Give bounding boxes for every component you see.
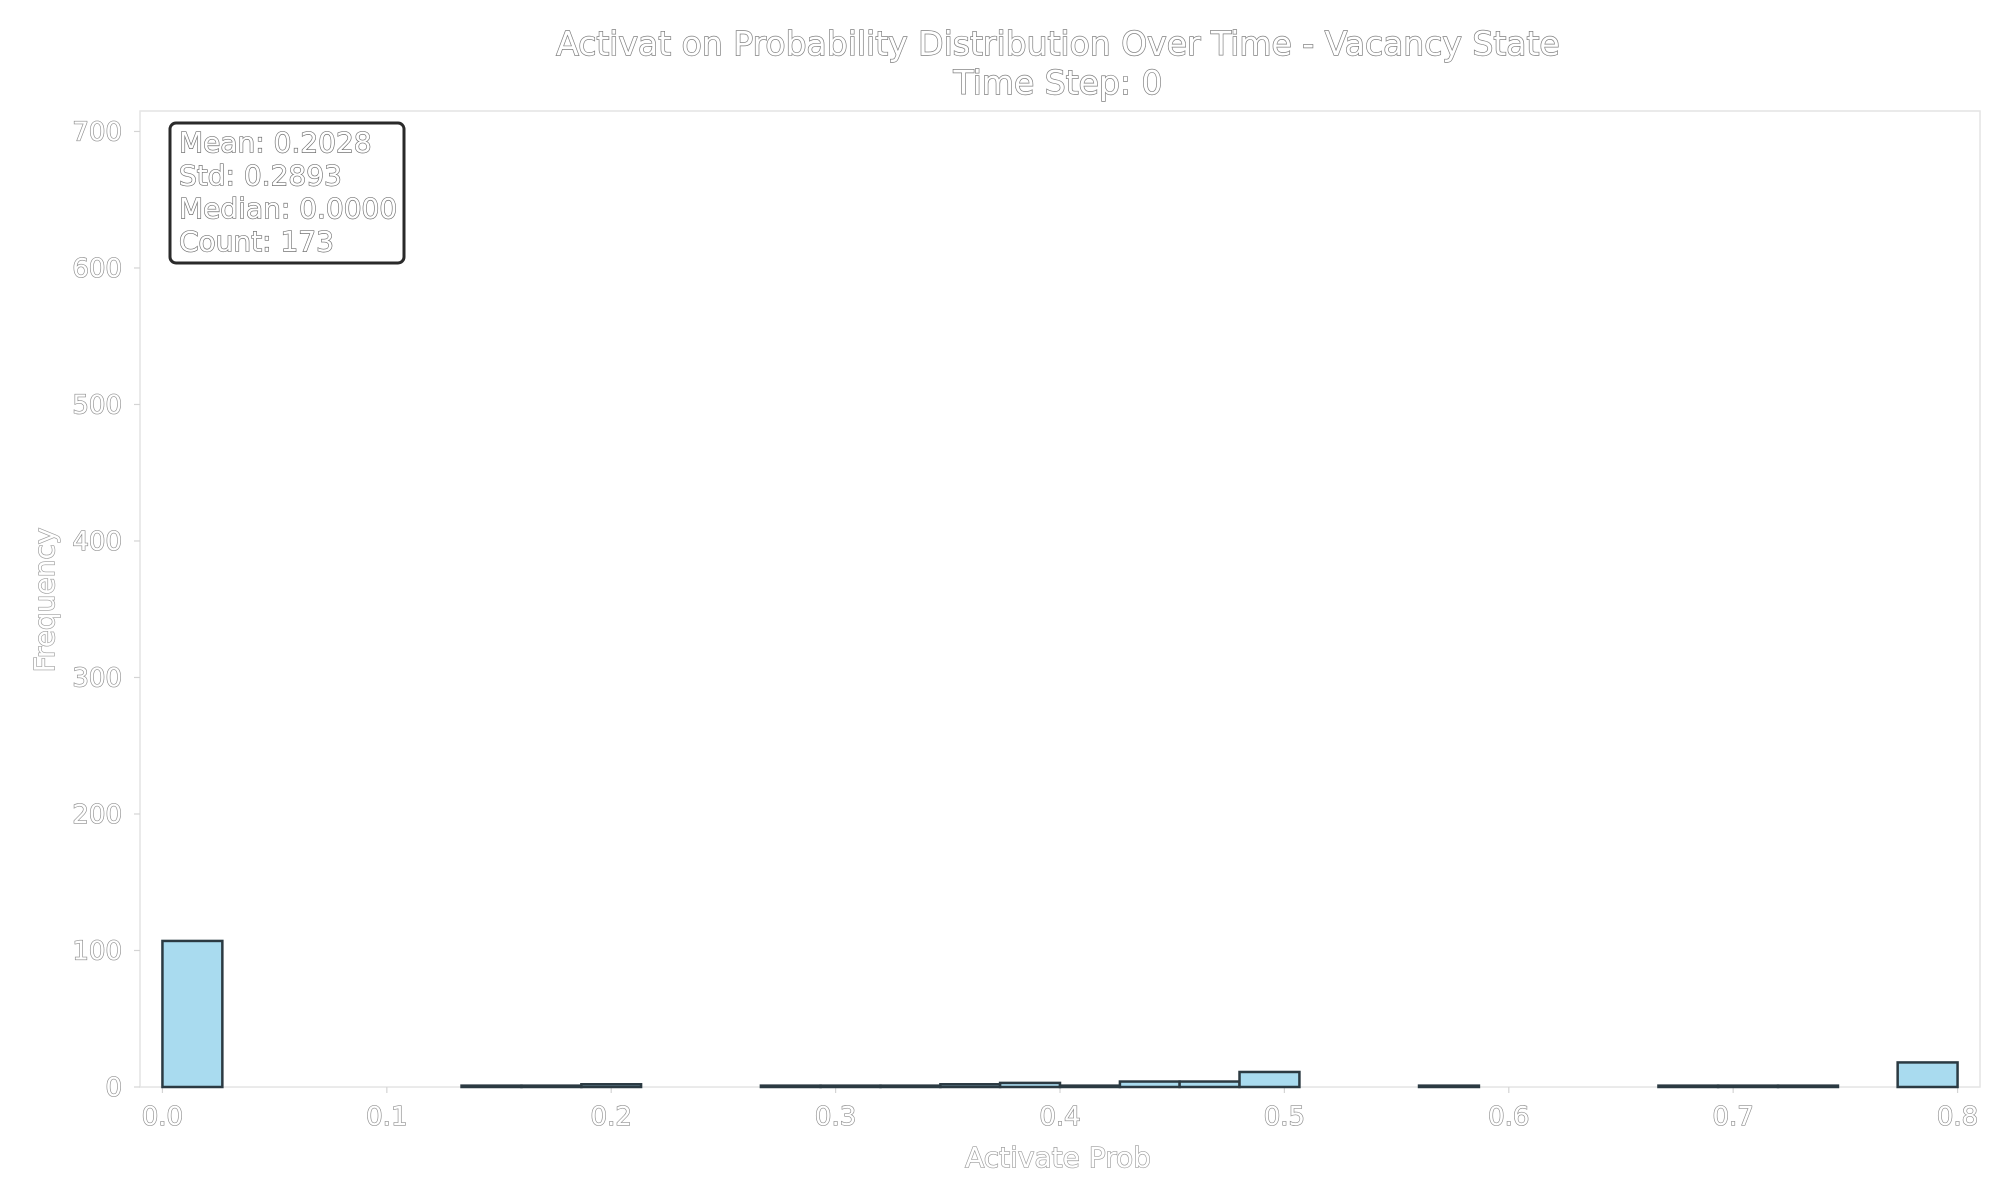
histogram-bar [1238, 1070, 1301, 1089]
histogram-bar [520, 1084, 583, 1089]
histogram-bar [879, 1084, 942, 1089]
histogram-bar [1716, 1084, 1780, 1089]
histogram-bar [1058, 1084, 1122, 1089]
y-tick-label: 400 [72, 527, 122, 557]
stats-median: Median: 0.0000 [179, 192, 397, 225]
histogram-bar [1178, 1080, 1241, 1089]
histogram-bar [460, 1084, 523, 1089]
histogram-bar [1657, 1084, 1720, 1089]
histogram-bar [759, 1084, 822, 1089]
y-tick-label: 100 [72, 936, 122, 966]
plot-area-frame [139, 110, 1981, 1088]
histogram-bar [580, 1083, 643, 1089]
histogram-bar [819, 1084, 882, 1089]
y-tick-label: 500 [72, 390, 122, 420]
x-tick-label: 0.0 [142, 1102, 183, 1132]
x-tick-label: 0.1 [366, 1102, 407, 1132]
y-axis: 0 100 200 300 400 500 600 700 [72, 117, 140, 1104]
x-tick-label: 0.5 [1264, 1102, 1305, 1132]
x-axis-label: Activate Prob [965, 1141, 1151, 1174]
stats-box: Mean: 0.2028 Std: 0.2893 Median: 0.0000 … [168, 121, 406, 265]
x-tick-label: 0.4 [1039, 1102, 1080, 1132]
histogram-bar [1776, 1084, 1840, 1089]
x-axis: 0.0 0.1 0.2 0.3 0.4 0.5 0.6 0.7 0.8 [141, 1087, 1979, 1133]
x-tick-label: 0.8 [1937, 1102, 1978, 1132]
histogram-bar [1896, 1061, 1959, 1089]
chart-subtitle: Time Step: 0 [953, 63, 1163, 102]
histogram-bar [161, 939, 224, 1089]
x-tick-label: 0.3 [815, 1102, 856, 1132]
stats-count: Count: 173 [179, 225, 334, 258]
histogram-bars [161, 939, 1959, 1089]
histogram-bar [1417, 1084, 1481, 1089]
x-tick-label: 0.6 [1488, 1102, 1529, 1132]
histogram-bar [998, 1081, 1062, 1089]
stats-std: Std: 0.2893 [179, 159, 342, 192]
x-tick-label: 0.2 [591, 1102, 632, 1132]
y-tick-label: 300 [72, 663, 122, 693]
chart-title: Activat on Probability Distribution Over… [556, 24, 1560, 63]
histogram-bar [1118, 1080, 1181, 1089]
stats-box-frame [168, 121, 406, 265]
y-axis-label: Frequency [28, 528, 61, 673]
histogram-bar [939, 1083, 1002, 1089]
y-tick-label: 700 [72, 117, 122, 147]
y-tick-label: 600 [72, 254, 122, 284]
stats-mean: Mean: 0.2028 [179, 126, 372, 159]
x-tick-label: 0.7 [1712, 1102, 1753, 1132]
y-tick-label: 0 [105, 1073, 122, 1103]
y-tick-label: 200 [72, 800, 122, 830]
